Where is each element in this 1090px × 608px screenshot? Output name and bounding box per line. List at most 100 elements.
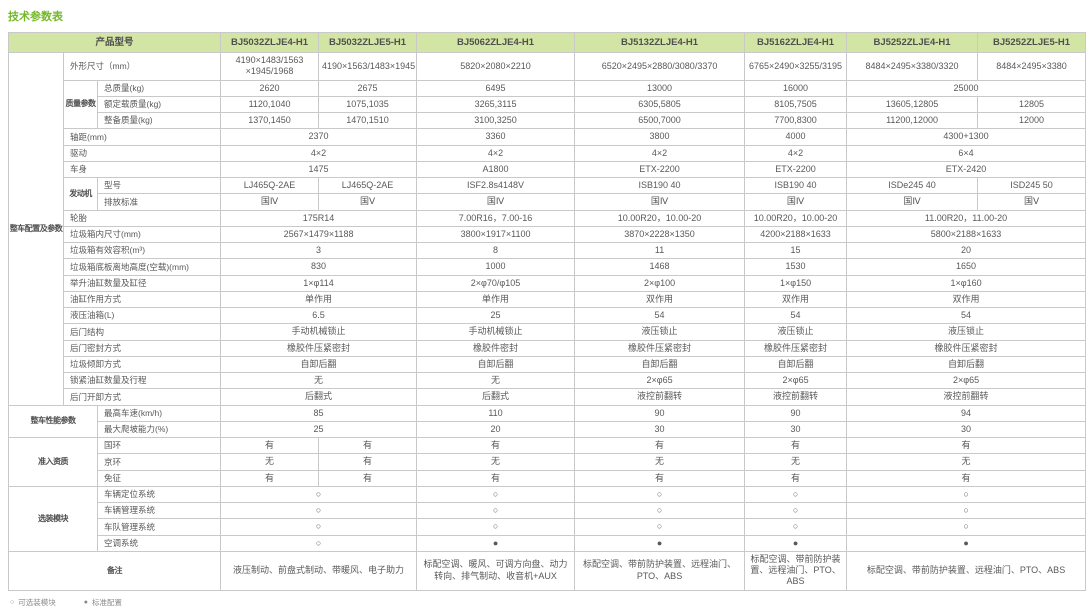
- spec-value-cell: ETX-2420: [846, 160, 1087, 179]
- spec-value-cell: 16000: [744, 79, 848, 97]
- spec-value-cell: 1075,1035: [318, 95, 418, 114]
- spec-value-cell: 2×φ70/φ105: [416, 274, 576, 292]
- table-row: 准入资质 国环有有有有有有: [8, 436, 1087, 487]
- spec-value-cell: 30: [744, 420, 848, 439]
- row-label: 排放标准: [96, 193, 222, 211]
- spec-value-cell: 11200,12000: [846, 111, 979, 130]
- spec-value-cell: ●: [744, 534, 848, 552]
- spec-value-cell: 1120,1040: [220, 95, 320, 114]
- spec-value-cell: ISD245 50: [977, 176, 1087, 195]
- spec-value-cell: 无: [744, 453, 848, 471]
- spec-value-cell: 橡胶件压紧密封: [220, 339, 418, 357]
- row-label: 空调系统: [96, 534, 222, 552]
- spec-value-cell: ○: [220, 534, 418, 552]
- spec-value-cell: 8105,7505: [744, 95, 848, 114]
- table-row: 举升油缸数量及缸径 1×φ114 2×φ70/φ105 2×φ100 1×φ150 1×φ…: [9, 274, 1087, 292]
- row-group-label: 整车配置及参数: [8, 52, 64, 406]
- spec-value-cell: 54: [846, 306, 1087, 325]
- row-label: 垃圾箱内尺寸(mm): [62, 225, 222, 244]
- table-row: 轴距(mm) 2370 3360 3800 4000 4300+1300: [9, 128, 1087, 146]
- table-row: 发动机 型号 LJ465Q-2AE LJ465Q-2AE ISF2.8s4148V ISB…: [9, 176, 1087, 211]
- spec-value-cell: ○: [574, 518, 746, 536]
- table-row: 备注 液压制动、前盘式制动、带暖风、电子助力 标配空调、暖风、可调方向盘、动力转向、…: [7, 550, 1087, 591]
- table-row: 垃圾箱有效容积(m³) 3 8 11 15 20: [9, 241, 1087, 260]
- spec-value-cell: 标配空调、暖风、可调方向盘、动力转向、排气制动、收音机+AUX: [416, 550, 576, 591]
- table-row: 轮胎 175R14 7.00R16，7.00-16 10.00R20，10.00-20…: [9, 209, 1087, 227]
- table-row: 选装模块 车辆定位系统 ○ ○ ○ ○ ○: [8, 485, 1087, 552]
- spec-value-cell: 有: [744, 469, 848, 487]
- row-label: 液压油箱(L): [62, 306, 222, 325]
- row-label: 免征: [96, 469, 222, 487]
- spec-value-cell: 7.00R16，7.00-16: [416, 209, 576, 227]
- spec-value-cell: ○: [744, 485, 848, 504]
- row-label: 整备质量(kg): [96, 111, 222, 130]
- row-label: 举升油缸数量及缸径: [62, 274, 222, 292]
- spec-value-cell: ○: [416, 501, 576, 520]
- spec-value-cell: 手动机械锁止: [220, 323, 418, 341]
- spec-value-cell: LJ465Q-2AE: [318, 176, 418, 195]
- spec-value-cell: 手动机械锁止: [416, 323, 576, 341]
- spec-value-cell: ○: [220, 501, 418, 520]
- spec-value-cell: 12805: [977, 95, 1087, 114]
- product-model-header: 产品型号: [7, 32, 222, 53]
- column-header-model: BJ5162ZLJE4-H1: [744, 32, 848, 53]
- legend-optional: ○ 可选装模块: [10, 597, 56, 608]
- spec-value-cell: 2567×1479×1188: [220, 225, 418, 244]
- row-label: 车辆管理系统: [96, 501, 222, 520]
- spec-value-cell: A1800: [416, 160, 576, 179]
- spec-value-cell: 自卸后翻: [220, 355, 418, 374]
- spec-value-cell: 11.00R20，11.00-20: [846, 209, 1087, 227]
- spec-value-cell: 8484×2495×3380/3320: [846, 52, 979, 81]
- spec-value-cell: 3: [220, 241, 418, 260]
- table-row: 液压油箱(L) 6.5 25 54 54 54: [9, 306, 1087, 325]
- table-row: 免征有有有有有有: [9, 469, 1087, 487]
- row-label: 垃圾箱底板离地高度(空载)(mm): [62, 258, 222, 276]
- spec-value-cell: 25000: [846, 79, 1087, 97]
- spec-value-cell: 有: [846, 436, 1087, 455]
- spec-value-cell: 13605,12805: [846, 95, 979, 114]
- spec-value-cell: 橡胶件密封: [416, 339, 576, 357]
- open-circle-icon: ○: [10, 598, 15, 606]
- spec-value-cell: 2675: [318, 79, 418, 97]
- row-label: 总质量(kg): [96, 79, 222, 97]
- column-header-model: BJ5032ZLJE4-H1: [220, 32, 320, 53]
- table-row: 车队管理系统 ○ ○ ○ ○ ○: [9, 518, 1087, 536]
- spec-value-cell: 3800×1917×1100: [416, 225, 576, 244]
- spec-value-cell: 8: [416, 241, 576, 260]
- spec-value-cell: 有: [318, 436, 418, 455]
- spec-value-cell: 国Ⅳ: [846, 193, 979, 211]
- spec-value-cell: ○: [846, 501, 1087, 520]
- table-row: 车辆管理系统 ○ ○ ○ ○ ○: [9, 501, 1087, 520]
- row-label: 备注: [7, 550, 222, 591]
- spec-value-cell: 有: [220, 436, 320, 455]
- spec-value-cell: 4×2: [744, 144, 848, 162]
- spec-value-cell: 国Ⅳ: [416, 193, 576, 211]
- spec-value-cell: 4×2: [220, 144, 418, 162]
- spec-value-cell: 6765×2490×3255/3195: [744, 52, 848, 81]
- spec-value-cell: 1370,1450: [220, 111, 320, 130]
- table-row: 锁紧油缸数量及行程无无 2×φ65 2×φ65 2×φ65: [9, 371, 1087, 390]
- spec-value-cell: 双作用: [574, 290, 746, 309]
- table-row: 驱动 4×2 4×2 4×2 4×2 6×4: [9, 144, 1087, 162]
- spec-value-cell: 94: [846, 404, 1087, 422]
- row-label: 最大爬坡能力(%): [96, 420, 222, 439]
- spec-value-cell: ●: [416, 534, 576, 552]
- spec-value-cell: 4190×1563/1483×1945: [318, 52, 418, 81]
- spec-value-cell: 无: [416, 453, 576, 471]
- table-row: 空调系统 ○ ● ● ● ●: [9, 534, 1087, 552]
- spec-value-cell: 90: [744, 404, 848, 422]
- column-header-model: BJ5252ZLJE4-H1: [846, 32, 979, 53]
- spec-value-cell: 国Ⅳ: [220, 193, 320, 211]
- spec-value-cell: 双作用: [744, 290, 848, 309]
- table-row: 后门密封方式 橡胶件压紧密封 橡胶件密封 橡胶件压紧密封 橡胶件压紧密封 橡胶件压紧密封: [9, 339, 1087, 357]
- legend-optional-label: 可选装模块: [18, 597, 56, 607]
- spec-value-cell: ETX-2200: [574, 160, 746, 179]
- table-legend: ○ 可选装模块 ● 标准配置: [8, 597, 1085, 608]
- row-label: 车队管理系统: [96, 518, 222, 536]
- spec-value-cell: 1000: [416, 258, 576, 276]
- spec-value-cell: 无: [220, 453, 320, 471]
- spec-value-cell: 6500,7000: [574, 111, 746, 130]
- spec-value-cell: 有: [574, 469, 746, 487]
- spec-value-cell: 1530: [744, 258, 848, 276]
- row-group-label: 整车性能参数: [8, 404, 98, 438]
